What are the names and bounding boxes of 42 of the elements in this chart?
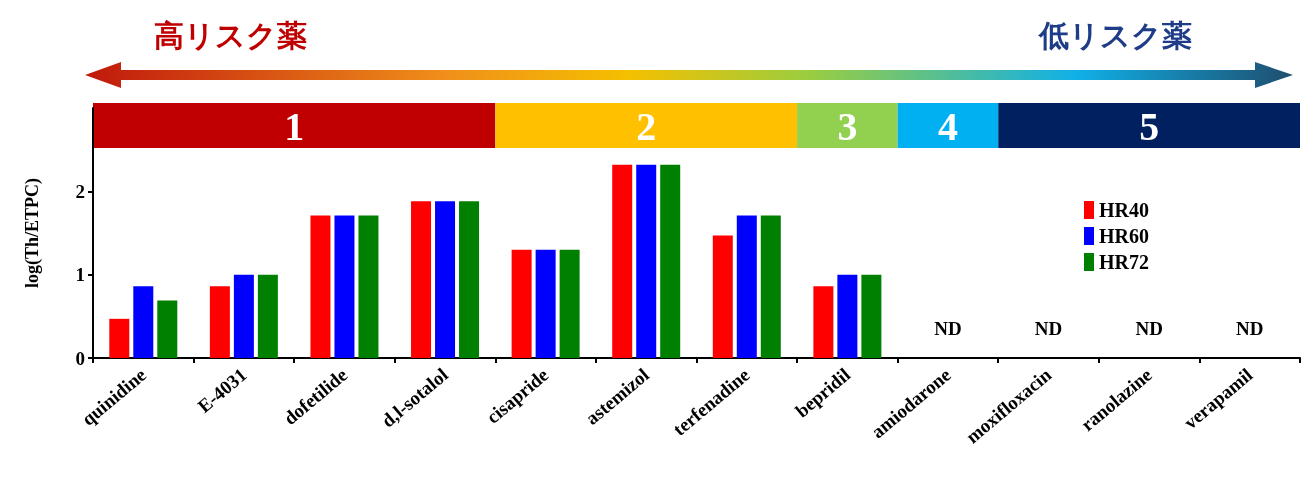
bar [760, 215, 781, 358]
band-label: 2 [636, 103, 657, 149]
bar [511, 249, 532, 358]
y-tick-label: 0 [75, 347, 85, 369]
band-label: 3 [837, 103, 858, 149]
bar [736, 215, 757, 358]
bar [837, 274, 858, 358]
annotation: ND [1135, 317, 1163, 339]
bar [459, 201, 480, 358]
annotation: ND [1034, 317, 1063, 339]
text: 低リスク薬 [1037, 17, 1192, 53]
bar [310, 215, 331, 358]
bar [636, 164, 657, 358]
bar [157, 300, 178, 358]
bar [813, 286, 834, 358]
bar [334, 215, 355, 358]
band-label: 4 [937, 103, 958, 149]
y-tick-label: 2 [75, 180, 85, 202]
bar [861, 274, 882, 358]
bar [712, 235, 733, 358]
legend-label: HR72 [1099, 251, 1149, 273]
annotation: ND [1235, 317, 1264, 339]
annotation: ND [934, 317, 962, 339]
bar [209, 286, 230, 358]
legend-label: HR40 [1099, 199, 1149, 221]
bar [257, 274, 278, 358]
band-label: 1 [284, 103, 305, 149]
y-tick-label: 1 [75, 264, 85, 286]
bar [660, 164, 681, 358]
bar [535, 249, 556, 358]
bar [559, 249, 580, 358]
text: 高リスク薬 [153, 17, 307, 53]
y-axis-title: log(Th/ETPC) [22, 177, 43, 289]
bar [411, 201, 432, 358]
legend-label: HR60 [1099, 225, 1149, 247]
bar [109, 318, 130, 358]
bar [435, 201, 456, 358]
band-label: 5 [1139, 103, 1160, 149]
bar [358, 215, 379, 358]
bar [133, 286, 154, 358]
bar [233, 274, 254, 358]
bar [612, 164, 633, 358]
